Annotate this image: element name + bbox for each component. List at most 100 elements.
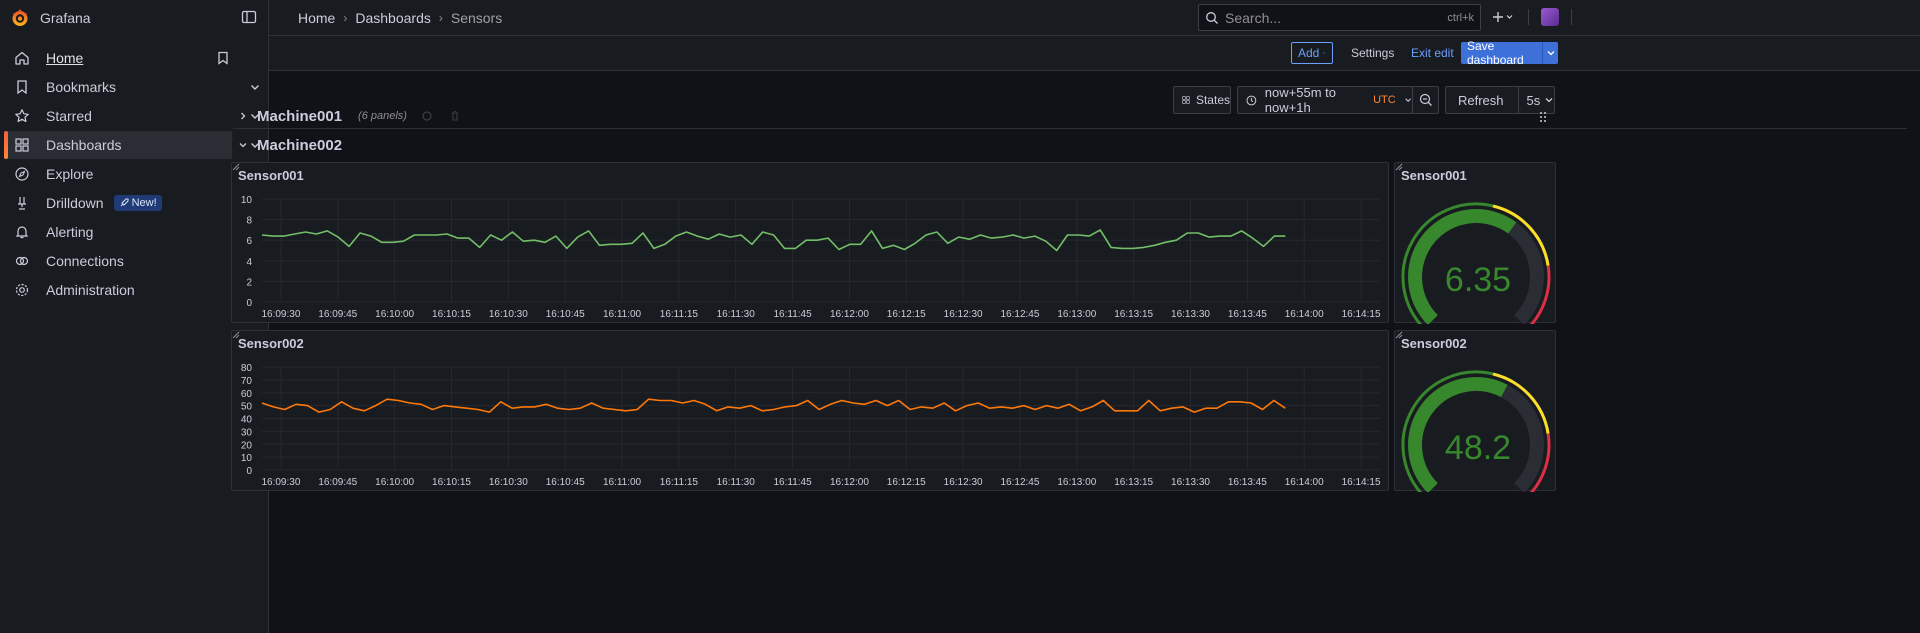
x-tick-label: 16:12:30 [944, 309, 983, 320]
y-tick-label: 40 [241, 415, 253, 426]
x-tick-label: 16:12:30 [944, 477, 983, 488]
resize-handle-icon[interactable] [232, 163, 240, 171]
x-tick-label: 16:12:45 [1000, 477, 1039, 488]
sidebar-item-bookmarks[interactable]: Bookmarks [6, 73, 259, 101]
x-tick-label: 16:13:45 [1228, 477, 1267, 488]
exit-edit-button[interactable]: Exit edit [1411, 46, 1454, 60]
search-input[interactable]: Search... ctrl+k [1198, 4, 1481, 31]
settings-button[interactable]: Settings [1351, 46, 1395, 60]
search-shortcut: ctrl+k [1447, 11, 1474, 24]
chevron-down-icon[interactable] [248, 109, 262, 123]
sidebar-item-explore[interactable]: Explore [6, 160, 232, 188]
panel-title: Sensor002 [238, 336, 304, 351]
plug-icon [15, 256, 29, 266]
add-button-label: Add [1298, 46, 1320, 60]
bookmark-icon[interactable] [216, 51, 230, 65]
sidebar-item-label: Starred [46, 108, 92, 124]
sidebar-item-dashboards[interactable]: Dashboards [4, 131, 259, 159]
sidebar-item-connections[interactable]: Connections [6, 247, 259, 275]
gauge-threshold-green [1401, 202, 1494, 324]
x-tick-label: 16:12:15 [887, 309, 926, 320]
breadcrumb-dashboards[interactable]: Dashboards [355, 10, 431, 26]
resize-handle-icon[interactable] [232, 331, 240, 339]
plus-icon[interactable] [1492, 10, 1514, 24]
panel-sensor002-timeseries[interactable]: Sensor002 0 10 20 30 40 50 60 70 80 16:09:30 16:09… [231, 330, 1389, 491]
grafana-logo-icon [12, 9, 28, 26]
sidebar: Grafana Home Bookmarks Starred [0, 0, 269, 633]
time-range-picker[interactable]: now+55m to now+1h UTC [1237, 85, 1413, 115]
sidebar-item-label: Dashboards [46, 137, 122, 153]
search-placeholder: Search... [1225, 9, 1282, 26]
x-tick-label: 16:10:45 [546, 309, 585, 320]
add-button[interactable]: Add [1291, 42, 1333, 64]
sidebar-item-label: Connections [46, 253, 124, 269]
states-button[interactable]: States [1173, 86, 1231, 114]
save-options-button[interactable] [1542, 42, 1558, 64]
y-tick-label: 70 [241, 376, 253, 387]
refresh-picker[interactable]: Refresh 5s [1445, 86, 1555, 114]
x-tick-label: 16:13:00 [1057, 477, 1096, 488]
sidebar-item-administration[interactable]: Administration [6, 276, 259, 304]
breadcrumb-home[interactable]: Home [298, 10, 336, 26]
x-tick-label: 16:09:45 [318, 477, 357, 488]
search-icon [1206, 11, 1218, 24]
dock-menu-icon[interactable] [241, 9, 257, 25]
chevron-down-icon [1545, 98, 1553, 103]
y-tick-label: 0 [246, 466, 252, 477]
dashboards-icon [15, 138, 29, 152]
grid-icon [1182, 96, 1190, 104]
x-tick-label: 16:11:30 [717, 477, 756, 488]
x-tick-label: 16:09:30 [261, 309, 300, 320]
breadcrumb-separator: › [343, 11, 348, 25]
resize-handle-icon[interactable] [1395, 163, 1403, 171]
trash-icon[interactable] [449, 110, 461, 122]
x-tick-label: 16:10:00 [375, 309, 414, 320]
x-tick-label: 16:09:30 [261, 477, 300, 488]
x-tick-label: 16:11:15 [660, 477, 699, 488]
x-tick-label: 16:11:00 [603, 309, 642, 320]
resize-handle-icon[interactable] [1395, 331, 1403, 339]
gauge-threshold-green [1401, 370, 1494, 492]
drag-handle-icon[interactable] [1538, 110, 1548, 124]
y-tick-label: 50 [241, 402, 253, 413]
sidebar-item-starred[interactable]: Starred [6, 102, 259, 130]
x-tick-label: 16:14:00 [1285, 477, 1324, 488]
chevron-down-icon[interactable] [248, 80, 262, 94]
panel-sensor001-gauge[interactable]: Sensor001 6.35 [1394, 162, 1556, 324]
row-machine001[interactable]: Machine001 (6 panels) [237, 104, 461, 128]
x-tick-label: 16:11:00 [603, 477, 642, 488]
sidebar-item-alerting[interactable]: Alerting [6, 218, 259, 246]
y-tick-label: 10 [241, 195, 253, 206]
gear-icon [15, 283, 29, 297]
drilldown-icon [18, 197, 26, 210]
x-tick-label: 16:13:30 [1171, 477, 1210, 488]
x-tick-label: 16:14:15 [1342, 309, 1381, 320]
x-tick-label: 16:11:30 [717, 309, 756, 320]
app-title: Grafana [40, 10, 91, 26]
brand[interactable]: Grafana [0, 0, 268, 36]
top-bar-actions [1492, 9, 1572, 25]
refresh-interval-select[interactable]: 5s [1517, 87, 1555, 113]
sidebar-item-drilldown[interactable]: Drilldown New! [6, 189, 259, 217]
panel-sensor002-gauge[interactable]: Sensor002 48.2 [1394, 330, 1556, 492]
series-line [261, 398, 1286, 413]
avatar[interactable] [1541, 8, 1559, 26]
zoom-out-button[interactable] [1412, 86, 1439, 114]
x-tick-label: 16:12:00 [830, 309, 869, 320]
clock-icon [1246, 95, 1257, 105]
gear-icon[interactable] [421, 110, 433, 122]
zoom-out-icon [1419, 93, 1432, 106]
sidebar-item-label: Home [46, 50, 84, 66]
save-dashboard-button[interactable]: Save dashboard [1461, 39, 1558, 67]
y-tick-label: 60 [241, 389, 253, 400]
refresh-label[interactable]: Refresh [1458, 92, 1504, 108]
sidebar-item-home[interactable]: Home [6, 44, 232, 72]
gauge-value-label: 48.2 [1445, 429, 1511, 467]
x-tick-label: 16:13:45 [1228, 309, 1267, 320]
x-tick-label: 16:11:45 [773, 477, 812, 488]
panel-sensor001-timeseries[interactable]: Sensor001 0 2 4 6 8 10 16:09:30 16:09:45 16:10:0… [231, 162, 1389, 323]
chevron-down-icon[interactable] [248, 138, 262, 152]
row-machine002[interactable]: Machine002 [237, 133, 342, 157]
sidebar-item-label: Bookmarks [46, 79, 117, 95]
